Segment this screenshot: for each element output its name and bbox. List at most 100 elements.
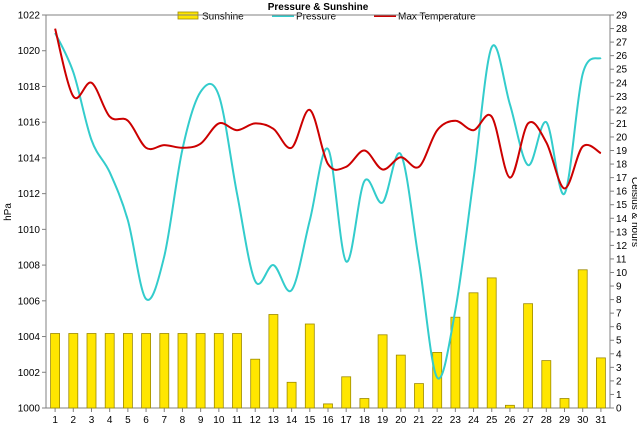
left-tick-label: 1002: [18, 368, 41, 379]
left-tick-label: 1004: [18, 332, 41, 343]
series-lines: [54, 28, 602, 380]
x-tick-label: 7: [161, 415, 167, 426]
sunshine-bar: [341, 376, 352, 409]
right-tick-label: 3: [616, 363, 622, 374]
x-tick-label: 25: [486, 415, 498, 426]
left-tick-label: 1006: [18, 296, 41, 307]
x-tick-label: 27: [523, 415, 535, 426]
x-tick-label: 11: [232, 415, 243, 426]
sunshine-bar: [123, 333, 133, 409]
right-tick-label: 24: [616, 78, 628, 89]
right-tick-label: 29: [616, 11, 628, 22]
left-tick-label: 1018: [18, 82, 41, 93]
sunshine-bar: [577, 269, 588, 409]
sunshine-bar: [68, 333, 79, 409]
legend-label-pressure: Pressure: [296, 12, 336, 23]
sunshine-bar: [414, 383, 424, 409]
right-tick-label: 21: [616, 119, 628, 130]
x-tick-label: 28: [541, 415, 553, 426]
right-tick-label: 25: [616, 65, 628, 76]
axis-ticks: 1000100210041006100810101012101410161018…: [18, 11, 628, 427]
x-tick-label: 3: [89, 415, 95, 426]
x-tick-label: 16: [322, 415, 334, 426]
sunshine-bar: [250, 358, 261, 409]
x-tick-label: 18: [359, 415, 371, 426]
sunshine-bar: [304, 323, 315, 409]
sunshine-bar: [232, 333, 242, 409]
right-tick-label: 5: [616, 336, 622, 347]
x-tick-label: 4: [107, 415, 113, 426]
x-tick-label: 26: [504, 415, 516, 426]
sunshine-bar: [104, 333, 115, 409]
x-tick-label: 30: [577, 415, 589, 426]
right-tick-label: 17: [616, 173, 628, 184]
sunshine-bar: [523, 303, 533, 409]
left-tick-label: 1012: [18, 189, 41, 200]
sunshine-bars: [50, 269, 606, 409]
right-tick-label: 9: [616, 282, 622, 293]
sunshine-bar: [432, 351, 443, 409]
right-tick-label: 0: [616, 404, 622, 415]
sunshine-bar: [486, 277, 497, 409]
right-tick-label: 13: [616, 227, 628, 238]
sunshine-bar: [359, 398, 370, 409]
right-tick-label: 28: [616, 24, 628, 35]
sunshine-bar: [596, 357, 606, 409]
right-tick-label: 7: [616, 309, 622, 320]
sunshine-bar: [395, 354, 406, 409]
legend: Sunshine Pressure Max Temperature: [177, 12, 476, 23]
sunshine-bar: [468, 292, 479, 409]
right-tick-label: 18: [616, 160, 628, 171]
right-tick-label: 1: [616, 390, 622, 401]
x-tick-label: 12: [250, 415, 262, 426]
left-tick-label: 1008: [18, 261, 41, 272]
x-tick-label: 8: [180, 415, 186, 426]
right-tick-label: 8: [616, 295, 622, 306]
left-tick-label: 1000: [18, 404, 41, 415]
pressure-line: [54, 32, 602, 380]
sunshine-bar: [195, 333, 206, 409]
x-tick-label: 23: [450, 415, 462, 426]
x-tick-label: 19: [377, 415, 389, 426]
max-temperature-line: [54, 28, 602, 190]
x-tick-label: 17: [341, 415, 353, 426]
left-tick-label: 1020: [18, 46, 41, 57]
legend-label-sunshine: Sunshine: [202, 12, 244, 23]
x-tick-label: 10: [213, 415, 225, 426]
left-tick-label: 1016: [18, 118, 41, 129]
right-tick-label: 22: [616, 105, 628, 116]
right-tick-label: 10: [616, 268, 628, 279]
sunshine-bar: [504, 404, 515, 409]
right-axis-title: Celsius & hours: [629, 177, 637, 247]
right-tick-label: 2: [616, 376, 622, 387]
left-tick-label: 1010: [18, 225, 41, 236]
x-tick-label: 5: [125, 415, 131, 426]
right-tick-label: 27: [616, 38, 628, 49]
sunshine-bar: [213, 333, 224, 409]
x-tick-label: 20: [395, 415, 407, 426]
chart-title: Pressure & Sunshine: [268, 2, 369, 13]
right-tick-label: 6: [616, 322, 622, 333]
right-tick-label: 12: [616, 241, 628, 252]
right-tick-label: 23: [616, 92, 628, 103]
x-tick-label: 9: [198, 415, 204, 426]
left-tick-label: 1022: [18, 11, 41, 22]
x-tick-label: 22: [432, 415, 444, 426]
sunshine-bar: [86, 333, 97, 409]
legend-label-max-temperature: Max Temperature: [398, 12, 476, 23]
x-tick-label: 21: [413, 415, 425, 426]
x-tick-label: 14: [286, 415, 298, 426]
right-tick-label: 14: [616, 214, 628, 225]
sunshine-bar: [286, 381, 297, 409]
sunshine-bar: [159, 333, 170, 409]
left-tick-label: 1014: [18, 153, 41, 164]
x-tick-label: 31: [595, 415, 607, 426]
sunshine-bar: [323, 403, 333, 409]
x-tick-label: 2: [71, 415, 77, 426]
x-tick-label: 29: [559, 415, 571, 426]
x-tick-label: 13: [268, 415, 280, 426]
sunshine-bar: [268, 314, 279, 409]
x-tick-label: 6: [143, 415, 149, 426]
x-tick-label: 24: [468, 415, 480, 426]
